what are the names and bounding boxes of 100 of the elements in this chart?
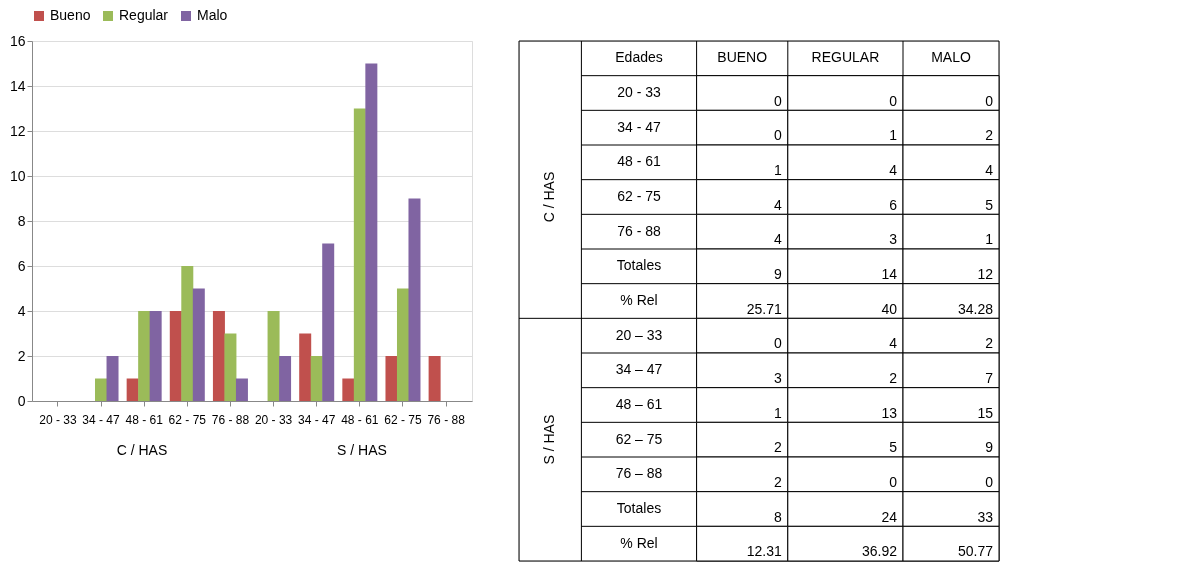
data-label: 4 xyxy=(889,335,898,352)
bar xyxy=(138,311,151,401)
data-label: 1 xyxy=(774,404,782,421)
y-tick-label: 48 – 61 xyxy=(615,396,663,412)
data-label: 2 xyxy=(774,474,782,490)
y-tick-label: 76 – 88 xyxy=(615,465,663,482)
data-label: 6 xyxy=(889,196,898,213)
data-label: 9 xyxy=(774,266,782,282)
data-label: 33 xyxy=(977,508,994,525)
data-label: 0 xyxy=(774,92,782,109)
y-tick-label: 62 – 75 xyxy=(615,430,663,447)
bar xyxy=(428,356,441,401)
x-tick-label: 76 - 88 xyxy=(211,412,250,427)
y-tick-label: 34 – 47 xyxy=(615,361,663,378)
y-tick-label: 20 - 33 xyxy=(617,84,661,100)
y-tick-label: % Rel xyxy=(620,534,658,551)
data-label: 0 xyxy=(774,335,782,352)
data-label: 3 xyxy=(774,370,782,386)
y-tick-label: 6 xyxy=(17,257,26,274)
data-label: 9 xyxy=(985,439,994,456)
y-tick-label: 0 xyxy=(17,392,26,409)
legend-label: Bueno xyxy=(50,7,91,23)
data-label: 14 xyxy=(881,266,898,282)
data-label: 0 xyxy=(774,127,782,144)
data-label: 7 xyxy=(985,370,994,386)
x-tick-label: MALO xyxy=(931,49,971,66)
data-label: 24 xyxy=(881,508,898,525)
x-tick-label: REGULAR xyxy=(811,49,880,66)
data-label: 8 xyxy=(774,508,782,525)
data-label: 0 xyxy=(889,474,898,490)
data-label: 34.28 xyxy=(957,300,994,317)
bar xyxy=(181,266,194,401)
y-tick-label: 10 xyxy=(9,167,26,184)
bar xyxy=(385,356,398,401)
bar xyxy=(149,311,162,401)
x-tick-label: 62 - 75 xyxy=(384,412,422,427)
bar xyxy=(95,378,108,401)
data-label: 4 xyxy=(774,231,782,248)
bar xyxy=(365,63,378,401)
bar xyxy=(126,378,139,401)
bar xyxy=(192,288,205,401)
bar xyxy=(299,333,312,401)
x-tick-label: 34 - 47 xyxy=(298,412,336,427)
bar xyxy=(353,108,366,401)
data-label: 4 xyxy=(889,162,898,178)
data-label: 1 xyxy=(889,127,898,144)
bar xyxy=(267,311,280,401)
y-tick-label: % Rel xyxy=(620,292,658,308)
data-label: 12 xyxy=(977,266,994,282)
y-axis-title: Edades xyxy=(615,49,663,66)
bar xyxy=(224,333,237,401)
x-tick-label: BUENO xyxy=(717,49,768,66)
bar xyxy=(106,356,119,401)
y-tick-label: 4 xyxy=(17,302,26,319)
data-label: 40 xyxy=(881,300,898,317)
data-label: 2 xyxy=(985,127,994,144)
legend-label: Regular xyxy=(119,7,169,23)
y-tick-label: 62 - 75 xyxy=(617,188,661,204)
bar xyxy=(310,356,323,401)
data-label: 13 xyxy=(881,404,898,421)
data-label: 12.31 xyxy=(746,543,782,560)
data-label: 2 xyxy=(985,335,994,352)
bar xyxy=(169,311,182,401)
text: C / HAS xyxy=(116,442,168,458)
data-label: 15 xyxy=(977,404,994,421)
data-label: 25.71 xyxy=(746,300,782,317)
data-label: 0 xyxy=(985,474,994,490)
bar xyxy=(396,288,409,401)
data-label: 0 xyxy=(889,92,898,109)
data-label: 36.92 xyxy=(861,543,898,560)
y-tick-label: 34 - 47 xyxy=(617,118,661,135)
bar xyxy=(235,378,248,401)
y-tick-label: 16 xyxy=(9,32,26,49)
x-tick-label: 48 - 61 xyxy=(341,412,379,427)
y-tick-label: Totales xyxy=(616,500,662,516)
data-label: 1 xyxy=(985,231,994,248)
y-tick-label: 76 - 88 xyxy=(617,222,661,239)
data-label: 2 xyxy=(889,370,898,386)
bar xyxy=(408,198,421,401)
data-label: 5 xyxy=(889,439,898,456)
x-tick-label: 62 - 75 xyxy=(168,412,207,427)
bar xyxy=(212,311,225,401)
x-tick-label: 34 - 47 xyxy=(82,412,121,427)
bar xyxy=(279,356,292,401)
data-label: 1 xyxy=(774,162,782,178)
bar xyxy=(322,243,335,401)
bar xyxy=(342,378,355,401)
legend-label: Malo xyxy=(197,7,228,23)
data-label: 0 xyxy=(985,92,994,109)
data-label: 4 xyxy=(985,162,994,178)
text: S / HAS xyxy=(337,442,387,458)
data-label: 50.77 xyxy=(957,543,994,560)
x-tick-label: 20 - 33 xyxy=(39,412,77,427)
y-tick-label: 12 xyxy=(9,122,26,139)
y-tick-label: 48 - 61 xyxy=(617,153,661,170)
text: C / HAS xyxy=(541,171,558,223)
x-tick-label: 48 - 61 xyxy=(125,412,164,427)
data-label: 5 xyxy=(985,196,994,213)
y-tick-label: 2 xyxy=(17,347,26,364)
x-tick-label: 20 - 33 xyxy=(254,412,293,427)
